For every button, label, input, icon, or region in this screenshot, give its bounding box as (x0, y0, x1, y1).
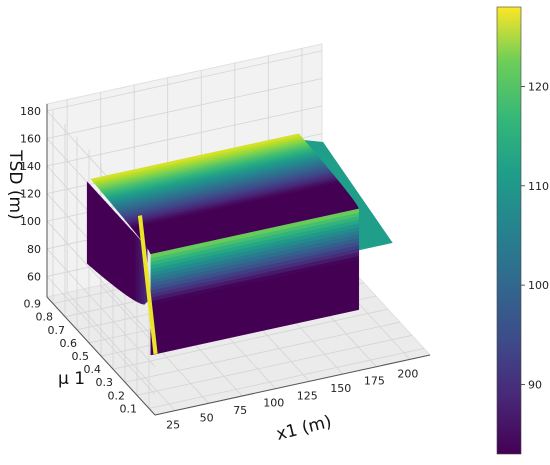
surface-left-wall (113, 210, 118, 289)
y-tick-labels: 0.10.20.30.40.50.60.70.80.9 (24, 298, 138, 416)
colorbar-tick-label: 110 (528, 180, 549, 193)
y-axis-title: μ 1 (58, 369, 85, 389)
z-tick-label: 60 (27, 270, 41, 283)
surface-left-wall (92, 187, 97, 272)
surface-plot (86, 133, 393, 356)
y-tick-label: 0.9 (24, 298, 42, 311)
z-tick-label: 140 (20, 160, 41, 173)
x-axis-title: x1 (m) (274, 412, 333, 445)
y-tick-label: 0.5 (72, 350, 90, 363)
surface-left-wall (134, 233, 139, 303)
surface-left-wall (101, 197, 106, 280)
surface-left-wall (116, 214, 121, 292)
x-tick-label: 150 (330, 382, 351, 395)
surface-left-wall (89, 184, 94, 270)
colorbar (496, 6, 522, 455)
colorbar-tick-label: 100 (528, 279, 549, 292)
surface-front-band (150, 208, 360, 259)
y-axis-line (46, 296, 156, 416)
y-tick-label: 0.6 (60, 337, 78, 350)
surface-left-wall (86, 181, 91, 267)
y-tick-label: 0.3 (96, 376, 114, 389)
colorbar-ticks: 90 100 110 120 (521, 80, 549, 391)
x-tick-label: 75 (233, 404, 247, 417)
y-tick-label: 0.7 (48, 324, 66, 337)
x-grid-line (66, 99, 176, 411)
y-tick-label: 0.2 (108, 389, 126, 402)
x-tick-label: 50 (200, 411, 214, 424)
y-tick-label: 0.4 (84, 363, 102, 376)
z-tick-label: 120 (20, 188, 41, 201)
x-tick-labels: 25 50 75 100 125 150 175 200 (166, 367, 418, 431)
surface-left-wall (107, 204, 112, 285)
z-tick-labels: 60 80 100 120 140 160 180 (20, 105, 41, 283)
surface-left-wall (95, 191, 100, 275)
surface-left-wall (131, 230, 136, 302)
surface-left-wall (122, 220, 127, 296)
colorbar-tick-label: 90 (528, 378, 542, 391)
surface-left-wall (104, 200, 109, 282)
x-tick-label: 125 (297, 389, 318, 402)
x-tick-label: 200 (397, 367, 418, 380)
z-axis-title: TSD (m) (5, 149, 25, 220)
x-tick-label: 25 (166, 419, 180, 432)
z-tick-label: 160 (20, 132, 41, 145)
surface-top-band (90, 133, 301, 182)
y-tick-label: 0.1 (120, 402, 138, 415)
z-tick-label: 180 (20, 105, 41, 118)
x-tick-label: 175 (364, 375, 385, 388)
surface-left-wall (110, 207, 115, 287)
x-axis-line (154, 354, 431, 416)
z-tick-label: 100 (20, 215, 41, 228)
surface-left-wall (128, 227, 133, 300)
z-tick-label: 80 (27, 243, 41, 256)
surface-spike (137, 215, 158, 355)
x-tick-label: 100 (263, 397, 284, 410)
colorbar-tick-label: 120 (528, 80, 549, 93)
surface-left-wall (137, 237, 142, 305)
y-tick-label: 0.8 (36, 311, 54, 324)
axis-lines (46, 104, 431, 416)
surface-left-wall (125, 223, 130, 298)
surface-left-wall (98, 194, 103, 277)
surface-left-wall (119, 217, 124, 294)
